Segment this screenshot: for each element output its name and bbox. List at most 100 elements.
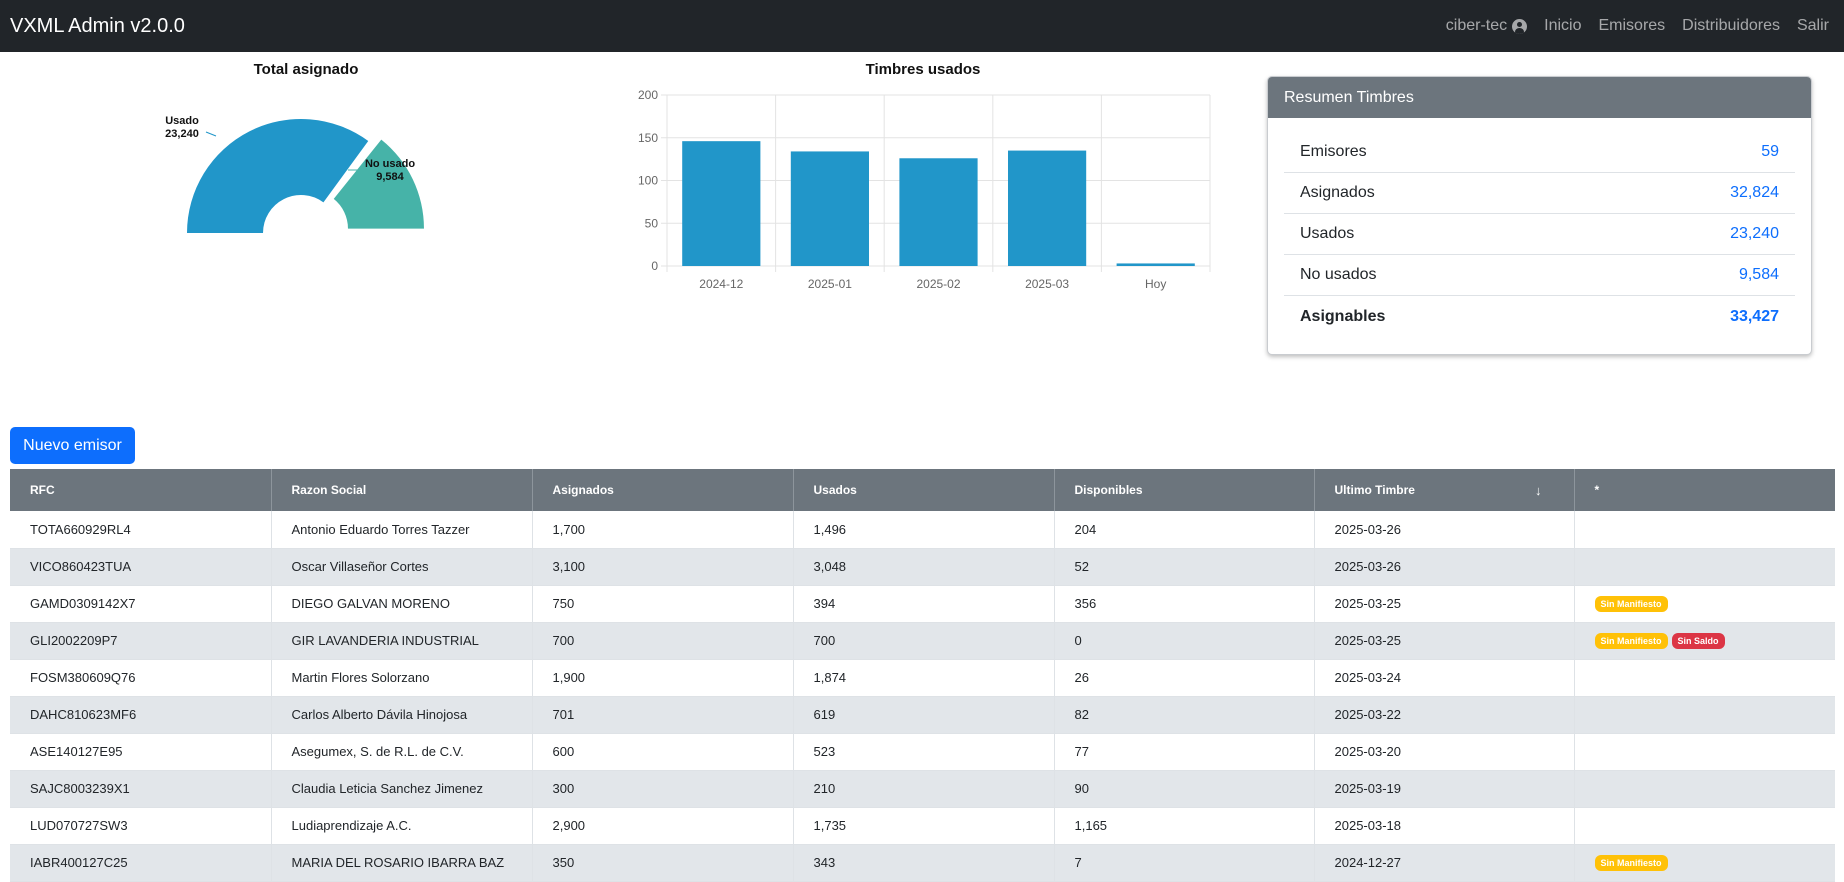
gauge-label-value: 9,584 bbox=[376, 171, 404, 183]
gauge-slice-no-usado[interactable] bbox=[333, 139, 424, 229]
gauge-slice-usado[interactable] bbox=[187, 119, 369, 233]
sort-down-icon[interactable]: ↓ bbox=[1535, 482, 1542, 498]
cell-ultimo-timbre: 2025-03-26 bbox=[1314, 548, 1575, 586]
cell-disponibles: 7 bbox=[1054, 844, 1315, 882]
cell-status: Sin Manifiesto Sin Saldo bbox=[1574, 622, 1835, 660]
user-name: ciber-tec bbox=[1445, 17, 1508, 34]
cell-razon-social: Claudia Leticia Sanchez Jimenez bbox=[271, 770, 533, 808]
cell-asignados: 3,100 bbox=[532, 548, 794, 586]
column-header-disponibles[interactable]: Disponibles bbox=[1054, 469, 1315, 511]
cell-asignados: 750 bbox=[532, 585, 794, 623]
cell-ultimo-timbre: 2025-03-19 bbox=[1314, 770, 1575, 808]
gauge-label-value: 23,240 bbox=[165, 128, 199, 140]
nav-link-inicio[interactable]: Inicio bbox=[1544, 17, 1582, 34]
summary-card-title: Resumen Timbres bbox=[1268, 77, 1811, 118]
cell-rfc: GAMD0309142X7 bbox=[10, 585, 272, 623]
x-tick-label: 2025-02 bbox=[916, 277, 960, 291]
table-header-row: RFC Razon Social Asignados Usados Dispon… bbox=[10, 469, 1835, 511]
new-emisor-button[interactable]: Nuevo emisor bbox=[10, 427, 135, 464]
cell-disponibles: 82 bbox=[1054, 696, 1315, 734]
cell-razon-social: Carlos Alberto Dávila Hinojosa bbox=[271, 696, 533, 734]
gauge-label-name: Usado bbox=[165, 115, 199, 127]
cell-usados: 1,496 bbox=[793, 511, 1055, 549]
summary-row-emisores: Emisores 59 bbox=[1284, 132, 1795, 173]
nav-link-distribuidores[interactable]: Distribuidores bbox=[1682, 17, 1780, 34]
cell-rfc: DAHC810623MF6 bbox=[10, 696, 272, 734]
summary-label: Usados bbox=[1300, 225, 1355, 242]
cell-ultimo-timbre: 2025-03-25 bbox=[1314, 585, 1575, 623]
cell-usados: 1,874 bbox=[793, 659, 1055, 697]
summary-list: Emisores 59 Asignados 32,824 Usados 23,2… bbox=[1268, 118, 1811, 337]
cell-status bbox=[1574, 511, 1835, 549]
column-header-usados[interactable]: Usados bbox=[793, 469, 1055, 511]
table-row[interactable]: LUD070727SW3 Ludiaprendizaje A.C. 2,900 1,7… bbox=[10, 807, 1835, 845]
x-tick-label: 2025-01 bbox=[808, 277, 852, 291]
cell-ultimo-timbre: 2025-03-18 bbox=[1314, 807, 1575, 845]
y-tick-label: 0 bbox=[651, 259, 658, 273]
navbar: VXML Admin v2.0.0 ciber-tec Inicio Emiso… bbox=[0, 0, 1844, 52]
cell-rfc: ASE140127E95 bbox=[10, 733, 272, 771]
x-tick-label: 2025-03 bbox=[1025, 277, 1069, 291]
column-header-label: Ultimo Timbre bbox=[1334, 482, 1415, 497]
cell-status bbox=[1574, 807, 1835, 845]
cell-status bbox=[1574, 659, 1835, 697]
cell-asignados: 701 bbox=[532, 696, 794, 734]
table-row[interactable]: IABR400127C25 MARIA DEL ROSARIO IBARRA BA… bbox=[10, 844, 1835, 882]
summary-row-asignables: Asignables 33,427 bbox=[1284, 296, 1795, 337]
cell-disponibles: 26 bbox=[1054, 659, 1315, 697]
cell-disponibles: 356 bbox=[1054, 585, 1315, 623]
summary-card: Resumen Timbres Emisores 59 Asignados 32… bbox=[1267, 76, 1812, 355]
brand-title[interactable]: VXML Admin v2.0.0 bbox=[10, 14, 185, 37]
nav-link-salir[interactable]: Salir bbox=[1796, 17, 1829, 34]
table-row[interactable]: GAMD0309142X7 DIEGO GALVAN MORENO 750 394 35… bbox=[10, 585, 1835, 623]
table-row[interactable]: VICO860423TUA Oscar Villaseñor Cortes 3,10… bbox=[10, 548, 1835, 586]
cell-asignados: 2,900 bbox=[532, 807, 794, 845]
summary-label: No usados bbox=[1300, 266, 1377, 283]
cell-razon-social: Martin Flores Solorzano bbox=[271, 659, 533, 697]
column-header-razon-social[interactable]: Razon Social bbox=[271, 469, 533, 511]
table-row[interactable]: GLI2002209P7 GIR LAVANDERIA INDUSTRIAL 700… bbox=[10, 622, 1835, 660]
cell-disponibles: 90 bbox=[1054, 770, 1315, 808]
bar-2025-01[interactable] bbox=[790, 151, 869, 266]
cell-status bbox=[1574, 770, 1835, 808]
nav-link-emisores[interactable]: Emisores bbox=[1598, 17, 1666, 34]
cell-disponibles: 1,165 bbox=[1054, 807, 1315, 845]
cell-razon-social: GIR LAVANDERIA INDUSTRIAL bbox=[271, 622, 533, 660]
cell-status: Sin Manifiesto bbox=[1574, 844, 1835, 882]
cell-razon-social: Asegumex, S. de R.L. de C.V. bbox=[271, 733, 533, 771]
column-header-rfc[interactable]: RFC bbox=[10, 469, 272, 511]
bar-2025-02[interactable] bbox=[899, 158, 978, 266]
column-header-asignados[interactable]: Asignados bbox=[532, 469, 794, 511]
table-row[interactable]: TOTA660929RL4 Antonio Eduardo Torres Tazz… bbox=[10, 511, 1835, 549]
cell-status bbox=[1574, 548, 1835, 586]
cell-rfc: SAJC8003239X1 bbox=[10, 770, 272, 808]
bar-2025-03[interactable] bbox=[1008, 150, 1087, 266]
cell-disponibles: 52 bbox=[1054, 548, 1315, 586]
cell-usados: 3,048 bbox=[793, 548, 1055, 586]
y-tick-label: 100 bbox=[638, 174, 658, 188]
cell-rfc: GLI2002209P7 bbox=[10, 622, 272, 660]
bar-2024-12[interactable] bbox=[682, 141, 761, 266]
table-row[interactable]: DAHC810623MF6 Carlos Alberto Dávila Hinoj… bbox=[10, 696, 1835, 734]
column-header-status[interactable]: * bbox=[1574, 469, 1835, 511]
table-row[interactable]: FOSM380609Q76 Martin Flores Solorzano 1,90… bbox=[10, 659, 1835, 697]
summary-label: Asignados bbox=[1300, 184, 1375, 201]
cell-usados: 1,735 bbox=[793, 807, 1055, 845]
cell-usados: 523 bbox=[793, 733, 1055, 771]
bar-hoy[interactable] bbox=[1116, 263, 1195, 266]
column-header-ultimo-timbre[interactable]: Ultimo Timbre ↓ bbox=[1314, 469, 1575, 511]
cell-status: Sin Manifiesto bbox=[1574, 585, 1835, 623]
cell-ultimo-timbre: 2025-03-24 bbox=[1314, 659, 1575, 697]
cell-disponibles: 77 bbox=[1054, 733, 1315, 771]
gauge-chart-title: Total asignado bbox=[253, 61, 359, 78]
summary-value: 33,427 bbox=[1730, 307, 1779, 325]
bar-chart-title: Timbres usados bbox=[865, 61, 981, 78]
cell-rfc: LUD070727SW3 bbox=[10, 807, 272, 845]
table-row[interactable]: ASE140127E95 Asegumex, S. de R.L. de C.V.… bbox=[10, 733, 1835, 771]
user-menu[interactable]: ciber-tec bbox=[1445, 17, 1528, 35]
cell-ultimo-timbre: 2024-12-27 bbox=[1314, 844, 1575, 882]
table-row[interactable]: SAJC8003239X1 Claudia Leticia Sanchez Jim… bbox=[10, 770, 1835, 808]
summary-row-asignados: Asignados 32,824 bbox=[1284, 173, 1795, 214]
emisores-table: RFC Razon Social Asignados Usados Dispon… bbox=[10, 469, 1835, 882]
gauge-label-leader bbox=[205, 131, 217, 137]
